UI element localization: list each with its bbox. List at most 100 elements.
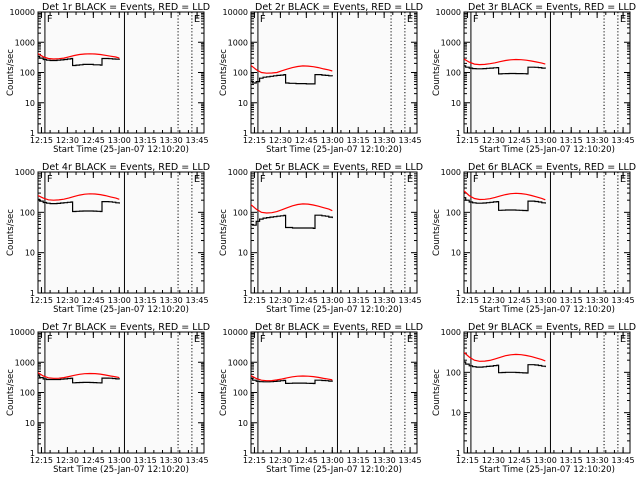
detector-panel-2: Det 2r BLACK = Events, RED = LLD 1 10 100 10… xyxy=(219,2,423,155)
x-axis-label: Start Time (25-Jan-07 12:10:20) xyxy=(479,305,615,315)
x-tick-label: 12:15 xyxy=(243,456,266,465)
y-tick-label: 1000 xyxy=(228,38,248,47)
time-marker-label: E xyxy=(194,174,200,185)
detector-panel-1: Det 1r BLACK = Events, RED = LLD 1 10 100 10… xyxy=(6,2,210,155)
x-tick-label: 12:45 xyxy=(82,456,105,465)
time-marker-label: E xyxy=(620,174,626,185)
x-tick-label: 12:30 xyxy=(482,296,505,305)
plot-area xyxy=(250,171,418,294)
y-tick-label: 100 xyxy=(233,208,248,217)
lld-series-line xyxy=(251,203,333,214)
x-tick-label: 12:45 xyxy=(295,136,318,145)
lld-series-line xyxy=(464,190,546,201)
x-axis-label: Start Time (25-Jan-07 12:10:20) xyxy=(266,145,402,155)
y-axis-label: Counts/sec xyxy=(6,369,16,416)
y-tick-label: 1000 xyxy=(441,328,461,337)
time-marker-label: E xyxy=(194,334,200,345)
y-tick-label: 100 xyxy=(233,69,248,78)
x-tick-label: 12:30 xyxy=(56,136,79,145)
x-tick-label: 12:30 xyxy=(482,136,505,145)
lld-series-line xyxy=(464,351,546,362)
plot-area xyxy=(37,171,205,294)
x-tick-label: 12:30 xyxy=(482,456,505,465)
events-series-line xyxy=(464,361,546,374)
x-tick-label: 12:45 xyxy=(82,296,105,305)
x-tick-label: 13:15 xyxy=(347,136,370,145)
y-tick-label: 1 xyxy=(30,129,35,138)
y-tick-label: 1 xyxy=(243,289,248,298)
x-tick-label: 13:00 xyxy=(108,136,131,145)
lld-series-line xyxy=(38,193,120,201)
time-marker-label: F xyxy=(47,174,53,185)
y-tick-label: 100 xyxy=(233,389,248,398)
plot-area xyxy=(37,331,205,454)
lld-series-line xyxy=(38,52,120,60)
x-tick-label: 13:00 xyxy=(108,456,131,465)
y-tick-label: 1000 xyxy=(441,38,461,47)
x-tick-label: 13:45 xyxy=(186,136,209,145)
y-tick-label: 10000 xyxy=(10,328,35,337)
time-marker-label: E xyxy=(620,334,626,345)
detector-panel-8: Det 8r BLACK = Events, RED = LLD 1 10 100 10… xyxy=(219,322,423,475)
x-tick-label: 12:15 xyxy=(243,136,266,145)
time-marker-label: E xyxy=(407,14,413,25)
time-marker-label: F xyxy=(260,334,266,345)
x-tick-label: 13:00 xyxy=(321,136,344,145)
x-tick-label: 13:00 xyxy=(321,456,344,465)
y-axis-label: Counts/sec xyxy=(6,49,16,96)
x-tick-label: 12:15 xyxy=(456,296,479,305)
x-tick-label: 13:30 xyxy=(373,456,396,465)
x-axis-label: Start Time (25-Jan-07 12:10:20) xyxy=(479,145,615,155)
x-axis-label: Start Time (25-Jan-07 12:10:20) xyxy=(53,465,189,475)
y-tick-label: 10000 xyxy=(223,8,248,17)
x-tick-label: 13:30 xyxy=(160,296,183,305)
x-tick-label: 13:30 xyxy=(160,456,183,465)
events-series-line xyxy=(38,375,120,384)
y-tick-label: 10 xyxy=(238,99,248,108)
x-tick-label: 12:30 xyxy=(56,296,79,305)
x-tick-label: 12:15 xyxy=(456,456,479,465)
x-tick-label: 13:00 xyxy=(108,296,131,305)
x-tick-label: 12:15 xyxy=(456,136,479,145)
panel-title: Det 2r BLACK = Events, RED = LLD xyxy=(255,2,423,13)
x-tick-label: 12:45 xyxy=(508,456,531,465)
x-tick-label: 13:45 xyxy=(399,296,422,305)
events-series-line xyxy=(251,214,333,229)
detector-panel-3: Det 3r BLACK = Events, RED = LLD 1 10 100 10… xyxy=(432,2,636,155)
lld-series-line xyxy=(251,375,333,382)
x-axis-label: Start Time (25-Jan-07 12:10:20) xyxy=(266,305,402,315)
x-tick-label: 13:15 xyxy=(560,456,583,465)
time-marker-label: F xyxy=(473,334,479,345)
time-marker-label: F xyxy=(260,174,266,185)
lld-series-line xyxy=(38,372,120,379)
y-axis-label: Counts/sec xyxy=(219,369,229,416)
x-tick-label: 13:00 xyxy=(534,456,557,465)
events-series-line xyxy=(251,73,333,85)
x-tick-label: 13:30 xyxy=(373,296,396,305)
events-series-line xyxy=(464,65,546,75)
y-tick-label: 1 xyxy=(456,449,461,458)
panel-title: Det 8r BLACK = Events, RED = LLD xyxy=(255,322,423,333)
time-marker-label: E xyxy=(407,334,413,345)
x-tick-label: 13:00 xyxy=(321,296,344,305)
x-tick-label: 12:15 xyxy=(243,296,266,305)
y-tick-label: 1 xyxy=(30,449,35,458)
y-tick-label: 10 xyxy=(451,99,461,108)
x-tick-label: 12:45 xyxy=(82,136,105,145)
y-tick-label: 1000 xyxy=(15,38,35,47)
detector-panel-9: Det 9r BLACK = Events, RED = LLD 1 10 100 10… xyxy=(432,322,636,475)
y-tick-label: 100 xyxy=(20,69,35,78)
x-axis-label: Start Time (25-Jan-07 12:10:20) xyxy=(53,305,189,315)
y-tick-label: 100 xyxy=(446,208,461,217)
x-tick-label: 13:45 xyxy=(612,136,635,145)
y-tick-label: 10 xyxy=(451,249,461,258)
x-axis-label: Start Time (25-Jan-07 12:10:20) xyxy=(266,465,402,475)
x-tick-label: 13:45 xyxy=(612,456,635,465)
y-tick-label: 1 xyxy=(243,449,248,458)
y-tick-label: 1000 xyxy=(228,358,248,367)
y-tick-label: 10 xyxy=(451,409,461,418)
x-tick-label: 12:30 xyxy=(269,136,292,145)
lld-series-line xyxy=(251,64,333,74)
lld-series-line xyxy=(464,58,546,66)
x-tick-label: 12:15 xyxy=(30,456,53,465)
